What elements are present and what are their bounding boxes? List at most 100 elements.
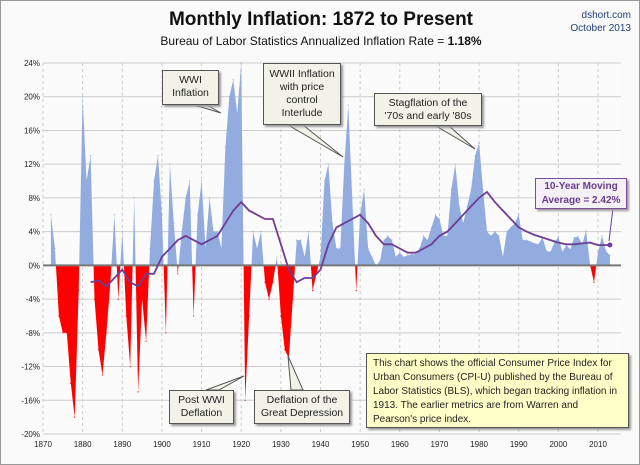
- inflation-point: [141, 298, 143, 300]
- inflation-point: [411, 253, 413, 256]
- inflation-point: [462, 222, 464, 224]
- inflation-point: [117, 298, 119, 300]
- inflation-point: [165, 332, 167, 334]
- inflation-point: [577, 236, 579, 238]
- inflation-point: [561, 251, 563, 253]
- source-credit: dshort.com October 2013: [570, 9, 631, 35]
- inflation-point: [549, 251, 552, 253]
- inflation-point: [419, 247, 421, 250]
- inflation-point: [133, 197, 135, 199]
- inflation-point: [371, 256, 373, 258]
- inflation-point: [280, 315, 282, 317]
- subtitle-text: Bureau of Labor Statistics Annualized In…: [160, 34, 448, 48]
- inflation-positive-area: [50, 63, 610, 265]
- y-tick-label: 12%: [24, 160, 40, 169]
- inflation-point: [113, 214, 115, 216]
- inflation-point: [323, 180, 326, 182]
- inflation-point: [276, 256, 278, 258]
- source-date: October 2013: [570, 23, 631, 34]
- inflation-point: [137, 391, 139, 393]
- x-tick-label: 1930: [272, 440, 290, 449]
- inflation-point: [379, 260, 381, 262]
- y-tick-label: -4%: [26, 295, 40, 304]
- inflation-point: [522, 239, 524, 241]
- inflation-point: [145, 340, 147, 342]
- inflation-point: [308, 231, 310, 233]
- source-site: dshort.com: [581, 10, 631, 21]
- inflation-point: [422, 235, 425, 237]
- x-tick-label: 1880: [74, 440, 92, 449]
- inflation-point: [391, 239, 393, 241]
- annotation-post-wwi: Post WWI Deflation: [169, 390, 234, 424]
- inflation-point: [518, 214, 520, 216]
- inflation-point: [212, 231, 215, 233]
- inflation-point: [490, 235, 492, 237]
- inflation-point: [442, 235, 444, 237]
- inflation-point: [474, 155, 476, 157]
- inflation-point: [208, 197, 211, 199]
- inflation-point: [78, 290, 80, 292]
- inflation-point: [458, 205, 460, 207]
- moving-average-line: [90, 190, 610, 288]
- inflation-point: [363, 188, 365, 191]
- x-tick-label: 2000: [549, 440, 567, 449]
- inflation-point: [327, 163, 330, 165]
- annotation-depression: Deflation of the Great Depression: [254, 390, 350, 424]
- chart-subtitle: Bureau of Labor Statistics Annualized In…: [1, 34, 639, 48]
- y-tick-label: 24%: [24, 59, 40, 68]
- x-tick-label: 1890: [113, 440, 131, 449]
- inflation-point: [526, 239, 528, 241]
- y-tick-label: -20%: [21, 430, 40, 439]
- inflation-point: [97, 349, 100, 351]
- moving-average-endpoint: [607, 242, 613, 248]
- y-tick-label: 4%: [28, 228, 40, 237]
- inflation-point: [605, 250, 607, 252]
- inflation-point: [129, 365, 131, 368]
- inflation-point: [125, 315, 127, 317]
- inflation-point: [54, 247, 56, 250]
- inflation-point: [597, 252, 599, 254]
- inflation-point: [252, 231, 254, 233]
- subtitle-value: 1.18%: [447, 34, 482, 48]
- inflation-point: [395, 256, 397, 258]
- inflation-point: [573, 236, 575, 239]
- inflation-point: [319, 256, 322, 258]
- annotation-moving-average: 10-Year Moving Average = 2.42%: [535, 178, 627, 209]
- inflation-point: [260, 231, 262, 233]
- inflation-point: [415, 253, 417, 256]
- x-tick-label: 1990: [510, 440, 528, 449]
- inflation-point: [486, 231, 488, 233]
- annotation-wwii: WWII Inflation with price control Interl…: [263, 63, 341, 125]
- inflation-point: [367, 247, 369, 250]
- moving-average-pointer: [608, 207, 614, 242]
- inflation-point: [304, 256, 306, 258]
- inflation-point: [181, 231, 183, 233]
- inflation-point: [300, 239, 302, 241]
- inflation-point: [264, 281, 266, 283]
- inflation-point: [506, 231, 508, 233]
- inflation-point: [101, 374, 104, 376]
- inflation-point: [434, 214, 437, 216]
- inflation-point: [383, 239, 385, 241]
- inflation-point: [446, 235, 448, 237]
- inflation-point: [66, 332, 68, 334]
- y-tick-label: -16%: [21, 396, 40, 405]
- inflation-point: [585, 230, 587, 232]
- x-tick-label: 1960: [391, 440, 409, 449]
- inflation-point: [430, 226, 433, 229]
- inflation-point: [347, 104, 349, 106]
- inflation-point: [502, 256, 504, 258]
- inflation-point: [105, 332, 108, 334]
- info-note: This chart shows the official Consumer P…: [366, 353, 629, 428]
- inflation-point: [601, 235, 603, 237]
- chart-title: Monthly Inflation: 1872 to Present: [168, 9, 474, 30]
- inflation-point: [351, 197, 353, 199]
- inflation-point: [200, 180, 203, 182]
- inflation-point: [236, 112, 238, 115]
- inflation-point: [224, 146, 226, 148]
- annotation-wwi: WWI Inflation: [162, 70, 219, 105]
- inflation-point: [478, 142, 480, 144]
- x-tick-label: 2010: [589, 440, 607, 449]
- inflation-point: [272, 281, 274, 283]
- x-tick-label: 1940: [312, 440, 330, 449]
